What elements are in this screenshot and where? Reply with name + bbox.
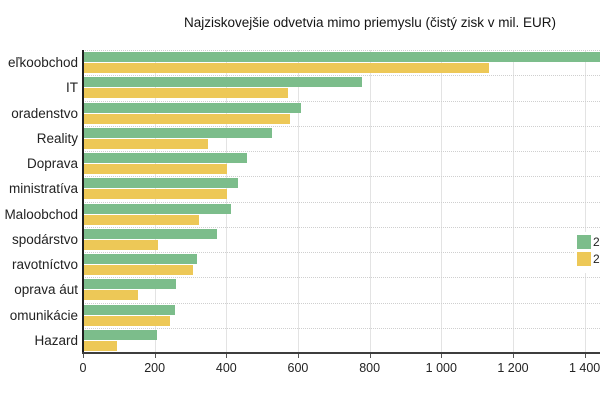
row-separator-line — [83, 75, 600, 77]
bar-green-7 — [84, 228, 217, 239]
row-separator-line — [83, 226, 600, 228]
category-label-8: ravotníctvo — [11, 257, 78, 272]
bar-yellow-3 — [84, 138, 208, 149]
x-tick-label-1: 200 — [144, 361, 166, 375]
bar-yellow-8 — [84, 265, 194, 275]
legend-item-yellow-series: 2 — [577, 252, 600, 266]
row-separator-line — [83, 201, 600, 203]
x-tick-label-7: 1 400 — [568, 361, 600, 375]
bar-green-3 — [84, 127, 273, 138]
bar-green-1 — [84, 77, 362, 88]
bar-yellow-4 — [84, 164, 228, 174]
x-axis-tick — [154, 354, 156, 358]
category-label-4: Doprava — [26, 156, 78, 171]
legend-item-green-series: 2 — [577, 235, 600, 249]
category-label-10: omunikácie — [9, 307, 78, 323]
category-label-1: IT — [66, 80, 78, 96]
category-label-6: Maloobchod — [4, 206, 78, 222]
row-separator-line — [83, 277, 600, 279]
bar-green-11 — [84, 329, 158, 340]
row-separator-line — [83, 125, 600, 127]
row-separator-line — [83, 50, 600, 51]
legend-label-fragment: 2 — [593, 252, 600, 266]
x-tick-label-3: 600 — [287, 361, 309, 375]
x-tick-label-2: 400 — [215, 361, 237, 375]
bar-yellow-9 — [84, 290, 138, 301]
row-separator-line — [83, 176, 600, 178]
legend-label-fragment: 2 — [593, 235, 600, 249]
x-tick-label-5: 1 000 — [425, 361, 457, 375]
bar-green-5 — [84, 178, 239, 189]
category-label-3: Reality — [36, 130, 78, 146]
category-label-7: spodárstvo — [11, 231, 78, 247]
bar-green-0 — [84, 52, 600, 62]
x-tick-label-6: 1 200 — [497, 361, 529, 375]
row-separator-line — [83, 100, 600, 102]
category-label-9: oprava áut — [14, 282, 78, 298]
bar-yellow-0 — [84, 63, 489, 73]
x-axis-tick — [441, 354, 443, 358]
x-axis-tick — [584, 354, 586, 358]
x-axis-tick — [83, 354, 84, 358]
bar-yellow-7 — [84, 239, 159, 250]
bar-yellow-1 — [84, 88, 289, 99]
bar-yellow-2 — [84, 113, 291, 124]
bar-yellow-5 — [84, 189, 228, 200]
bar-green-2 — [84, 102, 301, 113]
category-label-5: ministratíva — [8, 181, 78, 197]
bar-green-8 — [84, 254, 197, 264]
x-tick-label-4: 800 — [359, 361, 381, 375]
bar-yellow-10 — [84, 315, 170, 326]
category-label-11: Hazard — [34, 332, 78, 348]
x-axis-tick — [226, 354, 228, 358]
bar-green-10 — [84, 304, 175, 315]
legend-swatch-yellow — [577, 252, 591, 266]
x-tick-label-0: 0 — [79, 361, 87, 375]
category-label-0: eľkoobchod — [8, 55, 78, 70]
row-separator-line — [83, 252, 600, 253]
bar-green-6 — [84, 203, 231, 214]
bar-yellow-11 — [84, 340, 118, 351]
chart-title: Najziskovejšie odvetvia mimo priemyslu (… — [183, 15, 557, 30]
bar-green-9 — [84, 279, 177, 290]
row-separator-line — [83, 302, 600, 304]
x-axis-tick — [369, 354, 371, 358]
x-axis-tick — [512, 354, 514, 358]
category-label-2: oradenstvo — [11, 105, 78, 121]
y-axis-line — [82, 50, 84, 354]
legend-swatch-green — [577, 235, 591, 249]
x-axis-line — [82, 352, 600, 354]
bar-green-4 — [84, 153, 248, 163]
row-separator-line — [83, 327, 600, 329]
x-axis-tick — [297, 354, 299, 358]
bar-yellow-6 — [84, 214, 199, 225]
row-separator-line — [83, 151, 600, 152]
